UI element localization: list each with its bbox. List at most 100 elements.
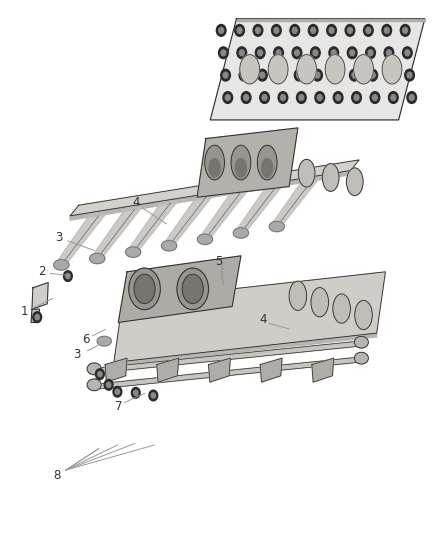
Ellipse shape [182, 274, 203, 304]
Ellipse shape [97, 336, 111, 346]
Ellipse shape [87, 379, 101, 391]
Ellipse shape [236, 159, 246, 177]
Circle shape [219, 47, 228, 59]
Circle shape [382, 25, 392, 36]
Circle shape [272, 25, 281, 36]
Circle shape [274, 28, 279, 33]
Ellipse shape [297, 54, 316, 84]
Ellipse shape [268, 54, 288, 84]
Circle shape [276, 69, 286, 81]
Circle shape [262, 95, 267, 100]
Text: 8: 8 [53, 469, 60, 482]
Polygon shape [163, 194, 214, 244]
Circle shape [348, 28, 352, 33]
Ellipse shape [161, 240, 177, 251]
Polygon shape [92, 207, 142, 257]
Circle shape [237, 47, 247, 59]
Circle shape [281, 95, 286, 100]
Circle shape [297, 92, 306, 103]
Circle shape [255, 28, 260, 33]
Polygon shape [157, 358, 179, 382]
Polygon shape [70, 171, 350, 220]
Ellipse shape [209, 159, 220, 177]
Circle shape [106, 382, 111, 387]
Circle shape [387, 50, 392, 56]
Circle shape [274, 47, 283, 59]
Polygon shape [118, 256, 241, 322]
Circle shape [115, 389, 120, 394]
Circle shape [95, 369, 104, 379]
Polygon shape [70, 160, 359, 216]
Circle shape [409, 95, 414, 100]
Circle shape [327, 25, 336, 36]
Text: 4: 4 [259, 313, 267, 326]
Circle shape [313, 69, 322, 81]
Ellipse shape [125, 247, 141, 257]
Ellipse shape [333, 294, 350, 323]
Circle shape [219, 28, 223, 33]
Circle shape [366, 28, 371, 33]
Text: 3: 3 [56, 231, 63, 244]
Circle shape [294, 69, 304, 81]
Text: 3: 3 [73, 348, 80, 361]
Circle shape [64, 271, 72, 281]
Ellipse shape [231, 145, 251, 180]
Circle shape [352, 72, 357, 78]
Circle shape [131, 387, 140, 398]
Circle shape [405, 69, 414, 81]
Ellipse shape [197, 234, 213, 245]
Circle shape [221, 69, 230, 81]
Circle shape [149, 390, 158, 401]
Ellipse shape [353, 54, 373, 84]
Ellipse shape [269, 221, 285, 232]
Circle shape [235, 25, 244, 36]
Ellipse shape [233, 228, 249, 238]
Circle shape [239, 69, 249, 81]
Polygon shape [32, 282, 48, 309]
Polygon shape [114, 272, 385, 362]
Polygon shape [271, 175, 322, 225]
Circle shape [333, 92, 343, 103]
Polygon shape [237, 19, 425, 21]
Circle shape [239, 50, 244, 56]
Ellipse shape [129, 268, 160, 310]
Ellipse shape [289, 281, 307, 310]
Ellipse shape [205, 145, 224, 180]
Circle shape [331, 69, 341, 81]
Circle shape [260, 92, 269, 103]
Circle shape [329, 28, 334, 33]
Circle shape [237, 28, 242, 33]
Circle shape [311, 47, 320, 59]
Circle shape [372, 95, 377, 100]
Circle shape [293, 28, 297, 33]
Polygon shape [56, 213, 106, 263]
Polygon shape [260, 358, 282, 382]
Circle shape [253, 25, 263, 36]
Circle shape [334, 72, 338, 78]
Circle shape [66, 273, 70, 279]
Circle shape [350, 50, 355, 56]
Circle shape [104, 379, 113, 390]
Circle shape [347, 47, 357, 59]
Circle shape [292, 47, 302, 59]
Polygon shape [127, 200, 178, 251]
Polygon shape [31, 309, 39, 322]
Circle shape [385, 28, 389, 33]
Text: 7: 7 [114, 400, 122, 413]
Circle shape [260, 72, 265, 78]
Circle shape [221, 50, 226, 56]
Circle shape [391, 95, 396, 100]
Circle shape [384, 47, 394, 59]
Circle shape [407, 72, 412, 78]
Ellipse shape [311, 288, 328, 317]
Circle shape [223, 92, 233, 103]
Ellipse shape [217, 267, 225, 277]
Circle shape [345, 25, 355, 36]
Ellipse shape [355, 301, 372, 329]
Circle shape [279, 72, 283, 78]
Circle shape [98, 372, 102, 377]
Circle shape [258, 69, 267, 81]
Circle shape [311, 28, 315, 33]
Circle shape [368, 50, 373, 56]
Circle shape [386, 69, 396, 81]
